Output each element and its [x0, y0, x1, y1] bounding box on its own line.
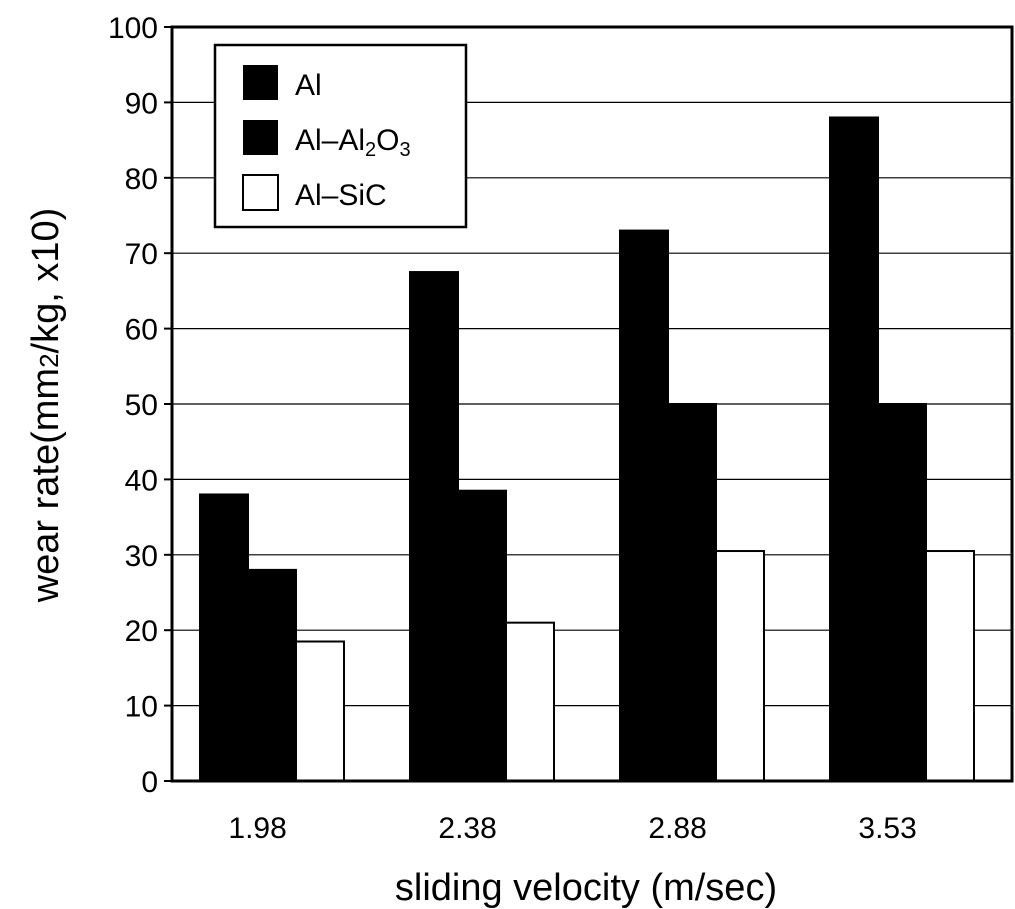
y-tick-label: 20	[125, 615, 158, 648]
legend-label-al: Al	[295, 69, 322, 102]
y-ticks: 0 10 20 30 40 50 60 70 80 90 100	[108, 12, 172, 799]
x-tick-label: 1.98	[228, 812, 286, 845]
x-axis-title: sliding velocity (m/sec)	[395, 867, 777, 909]
legend: Al Al–Al2O3 Al–SiC	[213, 43, 468, 229]
legend-swatch-al-sic	[242, 174, 279, 211]
y-axis-title-part: wear rate(mm	[25, 368, 67, 603]
bar-al	[829, 116, 879, 783]
y-tick-label: 100	[108, 12, 158, 45]
legend-label-al-al2o3: Al–Al2O3	[295, 124, 411, 161]
legend-label-al-al2o3-sub: 3	[400, 139, 411, 161]
bar-al-sic	[505, 621, 555, 782]
bar-al-al2o3	[247, 568, 297, 782]
y-tick-label: 40	[125, 464, 158, 497]
y-tick-label: 30	[125, 540, 158, 573]
y-tick-label: 80	[125, 163, 158, 196]
legend-swatch-al	[243, 65, 278, 100]
bar-al	[199, 493, 249, 782]
legend-label-al-al2o3-part: O	[376, 124, 399, 157]
bar-al-al2o3	[667, 403, 717, 782]
bars	[199, 116, 975, 783]
bar-al-sic	[295, 640, 345, 783]
y-axis-title-sub: 2	[34, 353, 64, 367]
y-axis-title: wear rate(mm2/kg, x10)	[25, 208, 67, 604]
legend-label-al-sic: Al–SiC	[295, 179, 387, 212]
bar-al-sic	[715, 550, 765, 783]
y-tick-label: 70	[125, 238, 158, 271]
bar-al-al2o3	[457, 489, 507, 782]
y-tick-label: 90	[125, 87, 158, 120]
y-tick-label: 10	[125, 691, 158, 724]
bar-al	[619, 229, 669, 782]
x-tick-label: 3.53	[858, 812, 916, 845]
x-ticks: 1.98 2.38 2.88 3.53	[228, 812, 916, 845]
legend-label-al-al2o3-sub: 2	[365, 139, 376, 161]
legend-swatch-al-al2o3	[243, 120, 278, 155]
gridlines	[172, 101, 1012, 707]
legend-label-al-al2o3-part: Al–Al	[295, 124, 365, 157]
bar-al-al2o3	[877, 403, 927, 782]
bar-al	[409, 271, 459, 782]
y-tick-label: 60	[125, 314, 158, 347]
x-tick-label: 2.38	[438, 812, 496, 845]
y-axis-title-part: /kg, x10)	[25, 208, 67, 354]
x-tick-label: 2.88	[648, 812, 706, 845]
y-tick-label: 50	[125, 389, 158, 422]
bar-al-sic	[925, 550, 975, 783]
y-tick-label: 0	[141, 766, 158, 799]
